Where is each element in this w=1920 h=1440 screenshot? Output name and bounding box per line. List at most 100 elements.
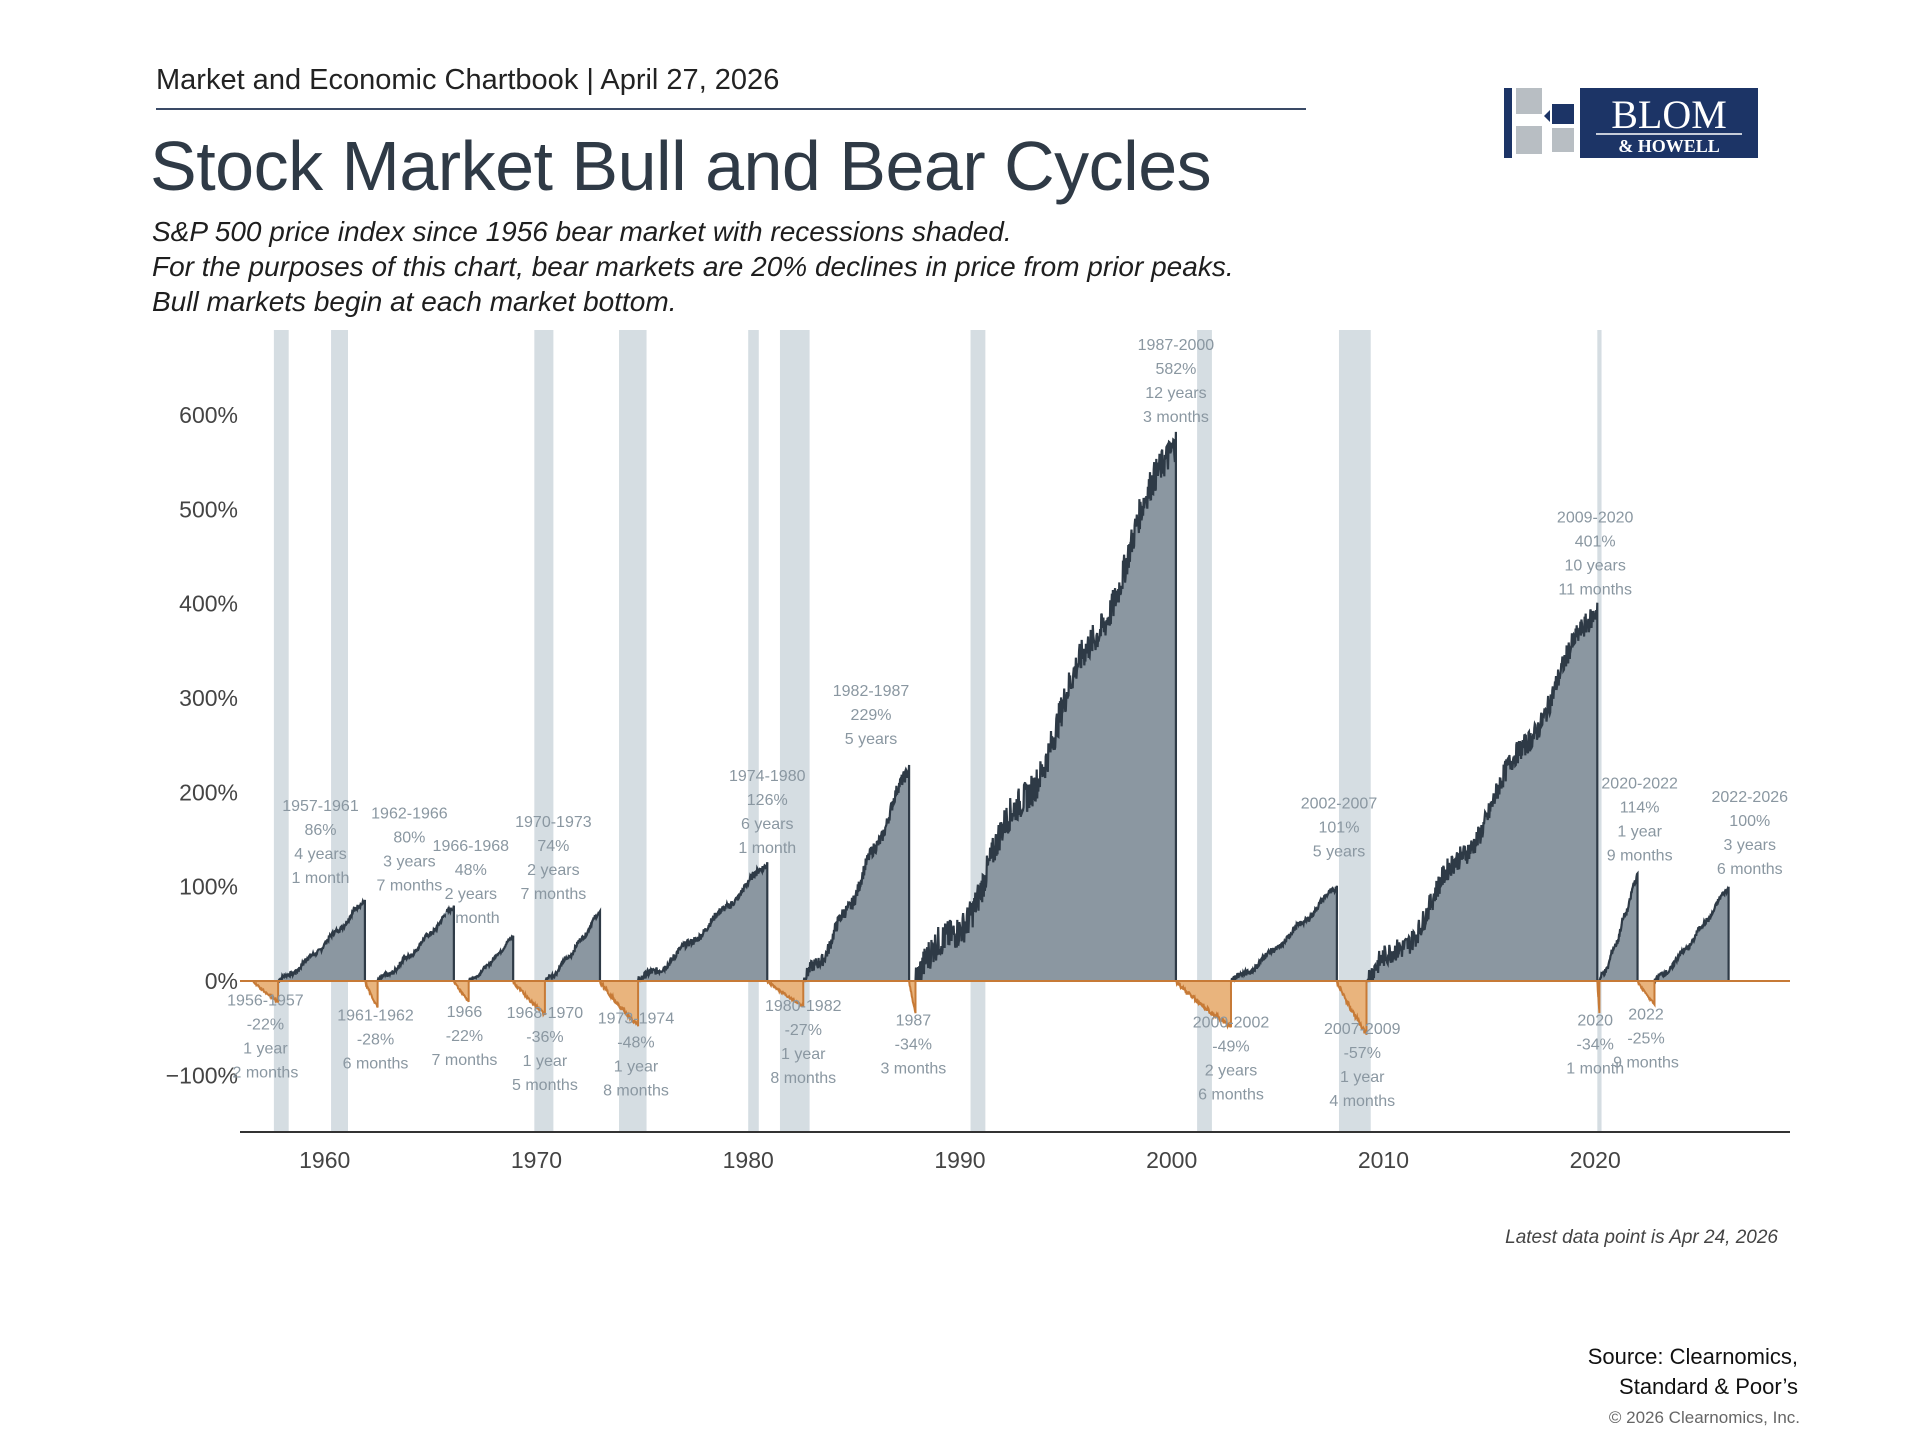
x-tick-label: 2010	[1358, 1147, 1409, 1173]
bear-label-line: 6 months	[1198, 1086, 1264, 1103]
bull-area-2	[468, 935, 514, 982]
bull-label-line: 1966-1968	[433, 838, 510, 855]
bull-label-line: 1 month	[442, 910, 500, 927]
recession-band-2	[534, 330, 554, 1132]
bull-label-line: 1957-1961	[282, 798, 359, 815]
bull-label-line: 2 years	[527, 862, 579, 879]
logo-name-line1: BLOM	[1611, 92, 1727, 137]
bear-line-10	[1636, 980, 1656, 1008]
bear-line-6	[908, 980, 917, 1014]
bull-label-line: 1970-1973	[515, 814, 592, 831]
bull-label-line: 229%	[851, 707, 892, 724]
bear-line-7	[1175, 980, 1232, 1030]
bear-label: 1980-1982 -27% 1 year 8 months	[765, 998, 842, 1087]
bull-label-line: 2002-2007	[1301, 795, 1378, 812]
y-tick-label: 400%	[179, 591, 238, 617]
bear-label-line: 1956-1957	[227, 993, 304, 1010]
bear-label-line: 8 months	[770, 1070, 836, 1087]
bear-label-line: 1 year	[781, 1046, 826, 1063]
bull-label-line: 5 years	[845, 731, 897, 748]
bear-label-line: 5 months	[512, 1077, 578, 1094]
bull-label-line: 114%	[1620, 800, 1660, 817]
bull-label-line: 3 years	[383, 854, 435, 871]
bull-label-line: 1 month	[292, 870, 350, 887]
bull-area-4	[638, 862, 768, 982]
bear-label-line: 2000-2002	[1193, 1014, 1270, 1031]
bull-label-line: 12 years	[1145, 385, 1206, 402]
cycle-areas	[252, 431, 1730, 1035]
bull-area-10	[1654, 886, 1729, 982]
x-tick-label: 2000	[1146, 1147, 1197, 1173]
logo-name-line2: & HOWELL	[1618, 136, 1720, 156]
bull-label-line: 6 months	[1717, 861, 1783, 878]
bear-label-line: -34%	[895, 1036, 932, 1053]
bear-label: 2020 -34% 1 month	[1566, 1012, 1624, 1077]
bull-label-line: 1962-1966	[371, 806, 448, 823]
bull-label-line: 2009-2020	[1557, 509, 1634, 526]
bear-label: 2022 -25% 9 months	[1613, 1007, 1679, 1072]
recession-band-9	[1597, 330, 1602, 1132]
y-tick-label: 0%	[205, 968, 238, 994]
bull-area-3	[544, 911, 600, 982]
bear-label: 1961-1962 -28% 6 months	[337, 1008, 414, 1073]
bull-label-line: 7 months	[376, 878, 442, 895]
bear-label-line: 2020	[1577, 1012, 1613, 1029]
y-tick-label: 100%	[179, 874, 238, 900]
bull-label-line: 2 years	[445, 886, 497, 903]
bull-label-line: 582%	[1155, 361, 1196, 378]
copyright: © 2026 Clearnomics, Inc.	[1608, 1408, 1800, 1427]
bull-label-line: 1982-1987	[833, 683, 910, 700]
bull-label-line: 1 month	[738, 840, 796, 857]
y-tick-label: −100%	[166, 1062, 238, 1088]
page-title: Stock Market Bull and Bear Cycles	[150, 127, 1212, 205]
bull-label-line: 48%	[455, 862, 487, 879]
bear-label-line: 1 month	[1566, 1060, 1624, 1077]
bull-area-0	[278, 899, 365, 982]
bear-label-line: 6 months	[343, 1056, 409, 1073]
x-tick-label: 1960	[299, 1147, 350, 1173]
bull-label: 2002-2007 101% 5 years	[1301, 795, 1378, 860]
publication-header: Market and Economic Chartbook | April 27…	[156, 64, 780, 96]
bear-label: 1973-1974 -48% 1 year 8 months	[598, 1010, 675, 1099]
bear-label-line: 1968-1970	[507, 1005, 584, 1022]
bull-line-5	[802, 764, 911, 983]
bear-label: 1987 -34% 3 months	[880, 1012, 946, 1077]
blom-howell-logo: BLOM & HOWELL	[1504, 88, 1758, 158]
bear-label-line: 1966	[447, 1004, 483, 1021]
bear-line-0	[252, 980, 280, 1004]
recession-band-4	[748, 330, 759, 1132]
bear-label-line: -48%	[617, 1034, 654, 1051]
bear-label-line: 2007-2009	[1324, 1021, 1401, 1038]
bull-area-1	[377, 905, 454, 982]
bear-label-line: 1973-1974	[598, 1010, 675, 1027]
recession-band-6	[970, 330, 986, 1132]
bull-label-line: 1987-2000	[1138, 337, 1215, 354]
bull-line-1	[376, 904, 455, 982]
bear-label-line: -49%	[1212, 1038, 1249, 1055]
bull-line-3	[544, 907, 602, 982]
bull-label-line: 86%	[304, 822, 336, 839]
bear-label: 1956-1957 -22% 1 year 2 months	[227, 993, 304, 1082]
bear-label-line: -22%	[446, 1028, 483, 1045]
bull-label: 1970-1973 74% 2 years 7 months	[515, 814, 592, 903]
bear-label-line: 2 years	[1205, 1062, 1257, 1079]
bear-label-line: -25%	[1627, 1031, 1664, 1048]
bull-line-4	[637, 862, 769, 983]
bull-label-line: 101%	[1319, 819, 1360, 836]
bear-label-line: 7 months	[432, 1052, 498, 1069]
bull-label-line: 2022-2026	[1712, 789, 1789, 806]
bull-label-line: 401%	[1575, 533, 1616, 550]
bull-label: 2020-2022 114% 1 year 9 months	[1601, 776, 1678, 865]
bull-label: 1987-2000 582% 12 years 3 months	[1138, 337, 1215, 426]
y-tick-label: 600%	[179, 402, 238, 428]
bear-line-4	[599, 980, 640, 1027]
bear-label: 1966 -22% 7 months	[432, 1004, 498, 1069]
bull-area-5	[803, 765, 910, 982]
bear-label: 1968-1970 -36% 1 year 5 months	[507, 1005, 584, 1094]
bull-label: 1957-1961 86% 4 years 1 month	[282, 798, 359, 887]
subtitle-line-2: For the purposes of this chart, bear mar…	[152, 251, 1234, 282]
bear-label-line: -57%	[1344, 1045, 1381, 1062]
cycle-labels: 1957-1961 86% 4 years 1 month 1962-1966 80% 3 …	[227, 337, 1788, 1110]
bull-line-6	[914, 431, 1178, 982]
